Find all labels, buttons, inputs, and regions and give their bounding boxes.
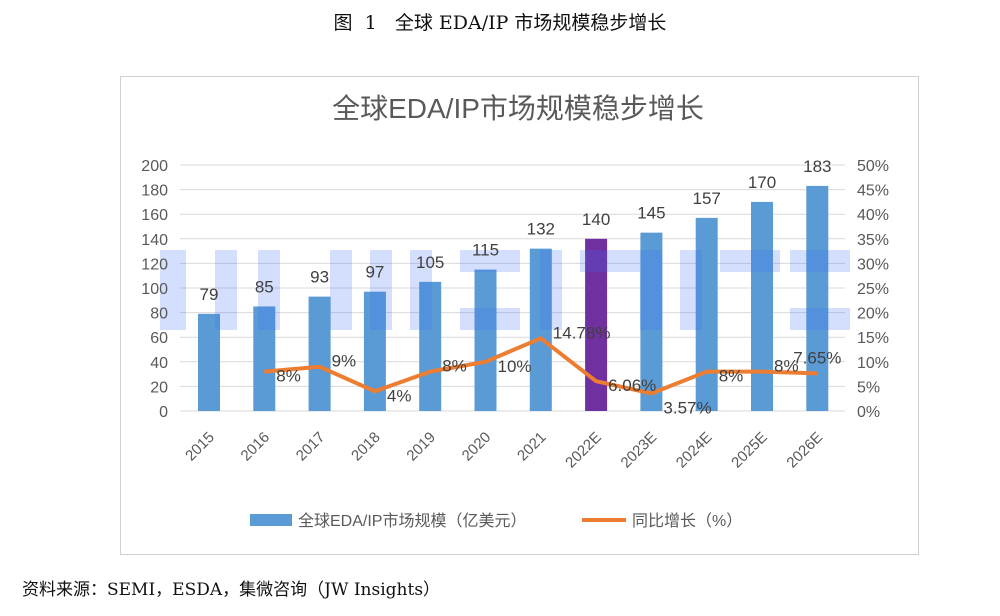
right-tick-label: 25% [857,281,889,298]
watermark-stroke [540,250,562,330]
x-tick-label: 2021 [514,429,550,465]
bar-value-label: 183 [803,157,831,176]
bar-value-label: 115 [472,241,499,260]
bar-value-label: 140 [582,210,610,229]
left-tick-label: 40 [150,355,168,372]
right-tick-label: 0% [857,404,880,421]
x-tick-label: 2026E [783,429,826,472]
watermark-stroke [720,250,780,272]
bar-2026E [806,185,829,411]
bar-value-label: 85 [255,277,274,296]
growth-value-label: 7.65% [793,348,841,367]
right-tick-label: 5% [857,379,880,396]
right-tick-label: 50% [857,158,889,175]
x-tick-label: 2020 [459,429,495,465]
bar-2016 [253,306,276,411]
chart-frame [120,76,919,555]
bar-2020 [474,269,497,411]
legend-bar-swatch [250,514,292,526]
x-tick-label: 2022E [562,429,605,472]
right-tick-label: 45% [857,183,889,200]
growth-value-label: 14.78% [553,323,611,342]
watermark-stroke [460,250,520,272]
bar-2023E [640,232,663,411]
left-tick-label: 100 [141,281,168,298]
bar-2025E [751,201,773,411]
bar-value-label: 79 [200,285,219,304]
left-tick-label: 60 [150,330,168,347]
watermark-stroke [258,250,280,330]
figure-caption: 图 1 全球 EDA/IP 市场规模稳步增长 [333,12,667,34]
growth-value-label: 3.57% [663,398,711,417]
x-tick-label: 2023E [618,429,661,472]
left-tick-label: 160 [141,207,168,224]
growth-value-label: 8% [774,357,799,376]
left-tick-label: 120 [141,256,168,273]
bar-value-label: 97 [365,263,384,282]
growth-value-label: 8% [442,357,467,376]
watermark-stroke [370,250,392,330]
growth-value-label: 9% [332,352,357,371]
bar-value-label: 145 [637,204,665,223]
x-tick-label: 2018 [348,429,384,465]
right-tick-label: 10% [857,355,889,372]
bar-value-label: 105 [416,253,444,272]
chart-title: 全球EDA/IP市场规模稳步增长 [332,93,704,124]
source-note: 资料来源：SEMI，ESDA，集微咨询（JW Insights） [22,580,441,600]
watermark-stroke [160,250,186,330]
watermark-stroke [680,250,702,330]
bar-2015 [198,313,220,411]
left-tick-label: 80 [150,306,168,323]
right-tick-label: 40% [857,207,889,224]
right-tick-label: 30% [857,256,889,273]
watermark-logo [160,250,850,330]
watermark-stroke [410,250,432,330]
watermark-stroke [330,250,352,330]
legend-bar-label: 全球EDA/IP市场规模（亿美元） [298,512,526,530]
bar-2021 [529,248,552,411]
left-tick-label: 20 [150,379,168,396]
left-tick-label: 0 [159,404,168,421]
left-tick-label: 140 [141,232,168,249]
bar-2019 [419,281,442,411]
right-tick-label: 20% [857,306,889,323]
x-tick-label: 2019 [403,429,439,465]
right-tick-label: 15% [857,330,889,347]
left-tick-label: 180 [141,183,168,200]
growth-value-label: 4% [387,386,412,405]
bar-value-label: 170 [748,173,776,192]
right-tick-label: 35% [857,232,889,249]
x-tick-label: 2017 [293,429,329,465]
watermark-stroke [790,250,850,272]
bar-value-label: 157 [693,189,721,208]
x-tick-label: 2024E [673,429,716,472]
legend-line-label: 同比增长（%） [632,512,742,530]
bar-2022E [585,238,608,411]
bar-value-label: 132 [527,220,555,239]
watermark-stroke [640,250,662,330]
watermark-stroke [790,308,850,330]
watermark-stroke [460,308,520,330]
x-tick-label: 2025E [728,429,771,472]
growth-value-label: 6.06% [608,376,656,395]
watermark-stroke [215,250,237,330]
growth-value-label: 8% [719,367,744,386]
left-tick-label: 200 [141,158,168,175]
bar-2024E [695,217,718,411]
x-tick-label: 2015 [182,429,218,465]
watermark-stroke [580,250,640,272]
bar-2018 [363,291,386,411]
growth-value-label: 10% [498,357,532,376]
bar-value-label: 93 [310,268,329,287]
bar-2017 [308,296,331,411]
x-tick-label: 2016 [238,429,274,465]
growth-value-label: 8% [276,367,301,386]
